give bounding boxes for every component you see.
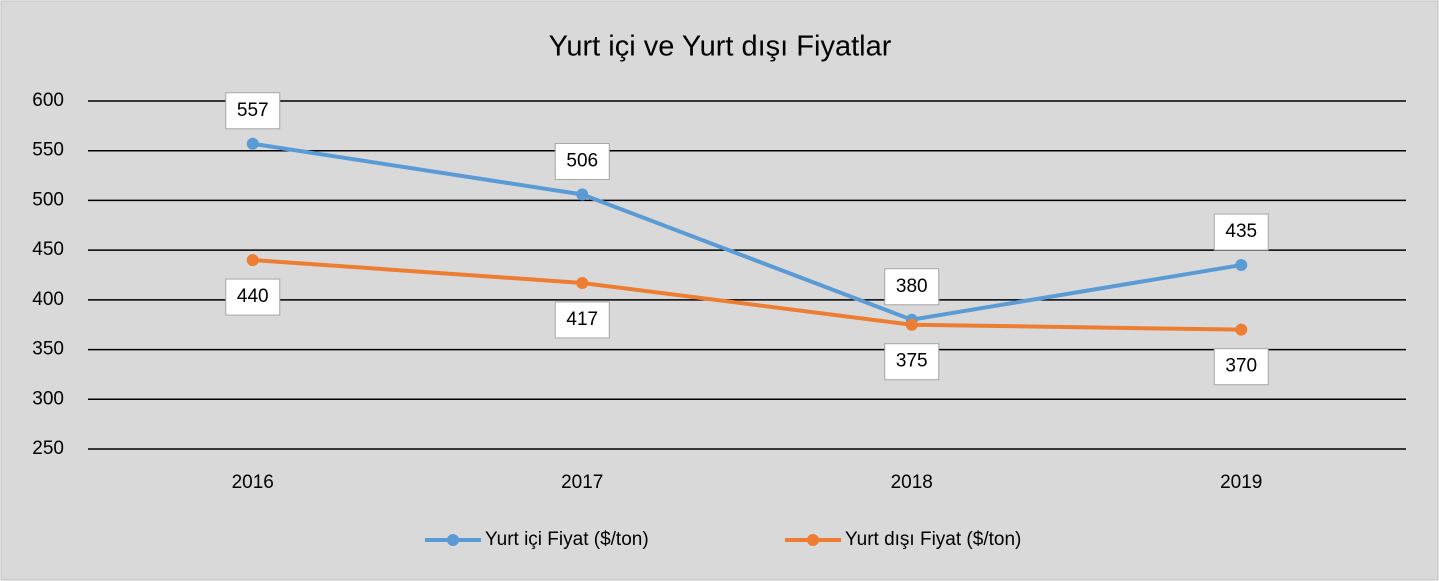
y-tick-label: 300 — [32, 388, 64, 409]
series-line — [252, 258, 1242, 332]
x-tick-label: 2017 — [561, 472, 603, 493]
point — [1235, 259, 1248, 272]
data-label: 440 — [237, 286, 269, 307]
data-label-box — [225, 92, 281, 130]
data-label: 380 — [896, 276, 928, 297]
legend-label: Yurt içi Fiyat ($/ton) — [485, 529, 649, 550]
y-tick-label: 550 — [32, 140, 64, 161]
legend-label: Yurt dışı Fiyat ($/ton) — [845, 529, 1021, 550]
y-tick-label: 600 — [32, 90, 64, 111]
y-tick-label: 350 — [32, 339, 64, 360]
data-label: 557 — [237, 100, 269, 121]
data-label-box — [554, 301, 610, 339]
y-tick-label: 400 — [32, 289, 64, 310]
data-label: 435 — [1225, 221, 1257, 242]
legend-marker — [807, 534, 819, 546]
data-label-box — [1213, 348, 1269, 386]
data-label: 375 — [896, 351, 928, 372]
point — [246, 137, 259, 150]
point — [1235, 323, 1248, 336]
series-line — [252, 141, 1242, 322]
point — [905, 318, 918, 331]
data-label-box — [884, 268, 940, 306]
x-tick-label: 2018 — [891, 472, 933, 493]
data-label-box — [225, 278, 281, 316]
legend-marker — [447, 534, 459, 546]
data-label-box — [554, 142, 610, 180]
y-tick-label: 450 — [32, 239, 64, 260]
data-label-box — [1213, 213, 1269, 251]
point — [576, 188, 589, 201]
y-tick-label: 500 — [32, 189, 64, 210]
x-tick-label: 2019 — [1220, 472, 1262, 493]
point — [576, 276, 589, 289]
data-label-box — [884, 343, 940, 381]
data-label: 370 — [1225, 356, 1257, 377]
point — [246, 254, 259, 267]
chart-title: Yurt içi ve Yurt dışı Fiyatlar — [549, 31, 892, 63]
x-tick-label: 2016 — [232, 472, 274, 493]
data-label: 506 — [566, 150, 598, 171]
y-tick-label: 250 — [32, 438, 64, 459]
data-label: 417 — [566, 309, 598, 330]
